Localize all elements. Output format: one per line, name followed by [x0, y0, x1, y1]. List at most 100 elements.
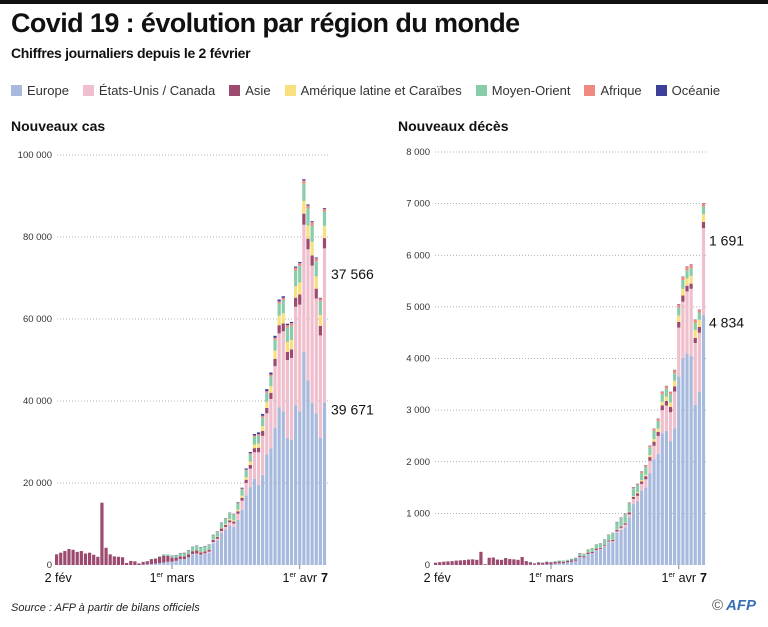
bar-segment-asie	[462, 560, 467, 565]
bar-day-17	[125, 562, 129, 565]
y-tick-label: 100 000	[18, 150, 52, 161]
bar-segment-am-rique-latine-et-cara-bes	[627, 511, 631, 513]
bar-segment-asie	[55, 554, 59, 565]
bar-segment-asie	[619, 526, 623, 528]
bar-segment--tats-unis-canada	[677, 327, 681, 377]
bar-segment-asie	[79, 551, 83, 565]
bar-segment--tats-unis-canada	[322, 248, 327, 403]
bar-day-56	[285, 323, 290, 565]
bar-day-43	[611, 532, 615, 565]
bar-segment-moyen-orient	[615, 522, 619, 530]
bar-segment-am-rique-latine-et-cara-bes	[644, 474, 648, 477]
bar-segment-afrique	[668, 392, 673, 395]
bar-segment-asie	[281, 323, 285, 332]
bar-segment-europe	[195, 553, 199, 565]
bar-day-37	[586, 549, 590, 565]
bar-segment-moyen-orient	[701, 206, 706, 215]
chart-subtitle: Chiffres journaliers depuis le 2 février	[11, 45, 251, 61]
bar-segment-asie	[475, 559, 479, 565]
bar-day-46	[623, 513, 627, 565]
bar-segment-moyen-orient	[681, 280, 685, 289]
bar-segment-asie	[458, 560, 462, 565]
bar-day-60	[302, 179, 306, 565]
bar-segment-afrique	[302, 180, 306, 184]
x-tick-sup: er	[289, 570, 296, 579]
bar-day-29	[174, 555, 178, 565]
bar-segment-asie	[153, 558, 158, 564]
legend-label: Océanie	[671, 83, 721, 98]
bar-segment-europe	[186, 557, 191, 565]
bar-segment--tats-unis-canada	[697, 332, 701, 393]
bar-segment-asie	[553, 561, 557, 564]
bar-segment-moyen-orient	[561, 560, 565, 562]
x-tick-text: 1	[283, 571, 290, 585]
bar-segment-am-rique-latine-et-cara-bes	[318, 314, 322, 326]
bar-segment-moyen-orient	[207, 544, 211, 550]
bar-segment-europe	[627, 517, 631, 565]
bar-day-61	[306, 204, 310, 565]
bar-segment-afrique	[648, 445, 652, 448]
bar-segment-asie	[75, 551, 79, 565]
bar-segment-oc-anie	[310, 221, 314, 223]
y-tick-label: 0	[425, 560, 430, 571]
bar-segment--tats-unis-canada	[211, 542, 215, 544]
bar-segment--tats-unis-canada	[685, 291, 689, 354]
bar-segment-asie	[149, 559, 154, 564]
bar-segment-moyen-orient	[256, 435, 261, 444]
bar-segment--tats-unis-canada	[281, 331, 285, 412]
bar-segment-oc-anie	[314, 257, 318, 259]
bar-segment-moyen-orient	[673, 372, 677, 381]
bar-segment-europe	[199, 555, 203, 565]
bar-segment-am-rique-latine-et-cara-bes	[265, 401, 269, 408]
bar-day-37	[207, 544, 211, 565]
bar-segment-europe	[223, 529, 228, 565]
bar-segment--tats-unis-canada	[261, 435, 265, 475]
bar-segment--tats-unis-canada	[306, 249, 310, 381]
bar-segment-am-rique-latine-et-cara-bes	[677, 315, 681, 322]
annotation-europe: 4 834	[709, 314, 744, 330]
bar-segment-am-rique-latine-et-cara-bes	[652, 439, 656, 442]
bar-segment--tats-unis-canada	[248, 468, 252, 488]
bar-segment-asie	[495, 559, 500, 565]
chart-title: Covid 19 : évolution par région du monde	[11, 8, 520, 38]
bar-segment-europe	[310, 403, 314, 565]
bar-segment-afrique	[652, 428, 656, 431]
bar-segment-asie	[137, 563, 141, 565]
bar-day-4	[71, 549, 75, 565]
bar-segment-oc-anie	[269, 372, 273, 375]
bar-segment-asie	[71, 549, 75, 565]
bar-segment--tats-unis-canada	[240, 500, 244, 510]
bar-segment-asie	[532, 563, 537, 565]
bar-segment-europe	[314, 413, 318, 565]
bar-segment-am-rique-latine-et-cara-bes	[273, 350, 277, 359]
bar-segment-europe	[631, 504, 636, 565]
bar-day-10	[96, 556, 100, 565]
bar-day-11	[100, 502, 104, 565]
bar-segment-europe	[677, 376, 681, 565]
bar-day-4	[450, 561, 454, 565]
bar-segment-asie	[574, 559, 578, 561]
bar-segment-am-rique-latine-et-cara-bes	[689, 275, 693, 284]
bar-segment-am-rique-latine-et-cara-bes	[281, 313, 285, 324]
bar-segment-asie	[582, 556, 586, 558]
y-tick-label: 1 000	[406, 508, 430, 519]
bar-segment-afrique	[635, 483, 640, 485]
bar-day-31	[561, 560, 565, 565]
bar-segment-asie	[166, 555, 170, 562]
bar-segment-asie	[261, 430, 265, 436]
bar-day-23	[528, 562, 533, 566]
annotation-us-canada: 37 566	[331, 266, 374, 282]
bar-segment-asie	[697, 327, 701, 333]
bar-day-63	[314, 257, 318, 565]
bar-day-15	[495, 559, 500, 565]
bar-segment-oc-anie	[281, 296, 285, 298]
bar-segment-asie	[67, 549, 71, 565]
bar-segment--tats-unis-canada	[627, 514, 631, 518]
bar-segment-asie	[133, 561, 137, 565]
bar-segment-afrique	[261, 415, 265, 418]
bar-segment-asie	[442, 561, 446, 565]
bar-segment-asie	[561, 561, 565, 564]
bar-segment-europe	[685, 353, 689, 565]
bar-segment-europe	[598, 549, 603, 565]
